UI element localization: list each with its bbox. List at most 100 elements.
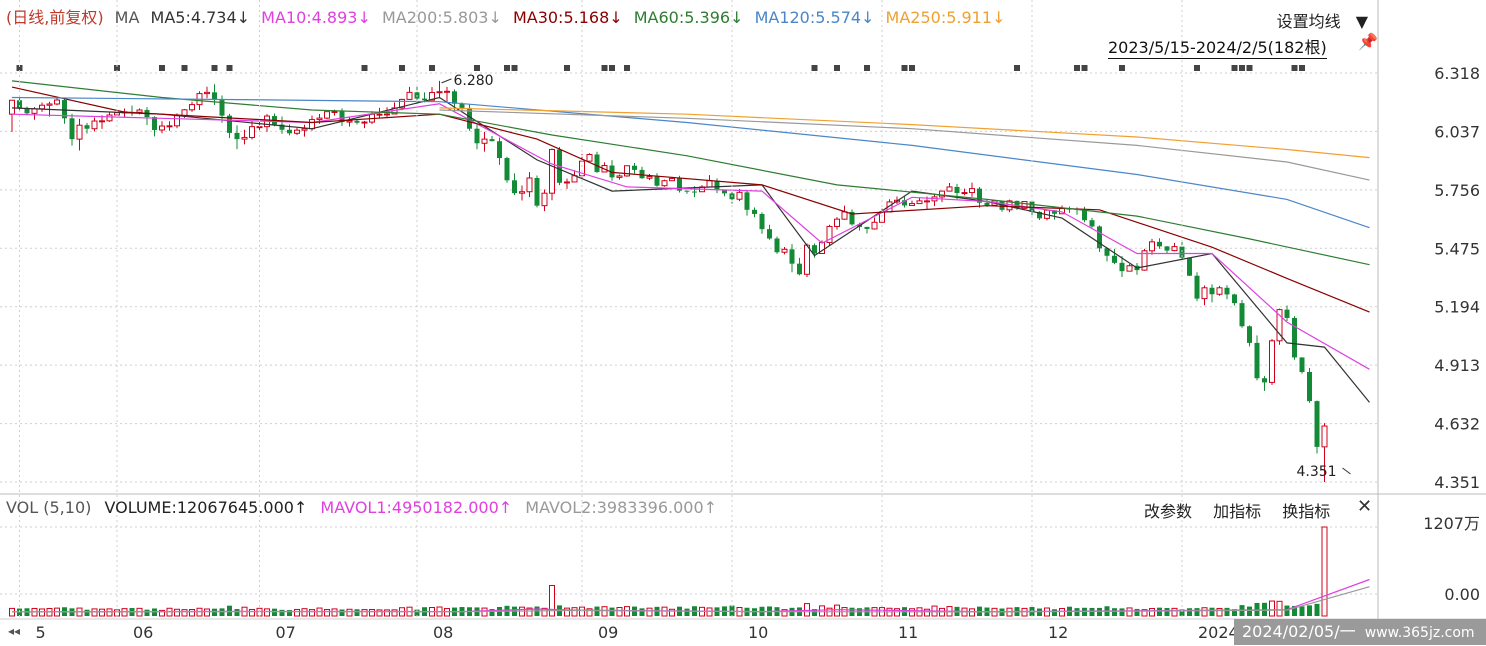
candle-body [1014, 200, 1020, 209]
volume-bar [1276, 600, 1283, 617]
volume-bar [601, 606, 608, 617]
candle-body [166, 125, 173, 128]
volume-bar [804, 603, 810, 617]
candle-body [309, 119, 315, 130]
event-marker [1246, 65, 1253, 71]
volume-bar [272, 608, 277, 616]
candle-body [722, 190, 727, 194]
candle-body [639, 169, 645, 179]
volume-tick-label: 1207万 [1423, 514, 1480, 533]
candle-body [204, 91, 210, 95]
close-icon[interactable]: ✕ [1357, 496, 1373, 517]
change-params-button[interactable]: 改参数 [1144, 502, 1193, 521]
candle-body [339, 111, 345, 123]
event-marker [159, 65, 165, 71]
candle-body [1254, 342, 1260, 379]
candle-body [616, 175, 623, 178]
candle-body [752, 209, 757, 214]
settings-ma-dropdown[interactable]: 设置均线 ▼ [1277, 8, 1368, 32]
event-marker [429, 65, 435, 71]
candle-body [1119, 262, 1125, 272]
volume-bar [1179, 609, 1185, 616]
settings-ma-label: 设置均线 [1276, 12, 1341, 31]
event-marker [609, 65, 615, 71]
volume-bar [1187, 608, 1192, 616]
candles[interactable] [9, 80, 1328, 482]
volume-bar [706, 607, 713, 617]
price-tick-label: 5.756 [1434, 181, 1480, 200]
candle-body [1314, 401, 1320, 447]
volume-bar [1201, 607, 1208, 617]
low-label: 4.351 [1297, 464, 1337, 480]
volume-bar [489, 609, 495, 616]
price-tick-label: 4.632 [1434, 415, 1480, 434]
indicator-tools: 改参数 加指标 换指标 [1144, 498, 1346, 522]
volume-bar [174, 608, 180, 617]
pin-icon[interactable]: 📌 [1358, 32, 1378, 51]
volume-bar [1134, 608, 1140, 616]
low-arrow [1342, 467, 1351, 475]
event-marker [1074, 65, 1080, 71]
event-marker [504, 65, 510, 71]
volume-bar [586, 608, 593, 617]
candle-body [534, 178, 540, 206]
ma-line-ma250 [439, 107, 1370, 159]
candle-body [549, 149, 555, 194]
event-marker [811, 65, 818, 71]
event-marker [511, 65, 518, 71]
candle-body [481, 138, 488, 144]
candle-body [624, 165, 630, 177]
volume-bar [834, 604, 840, 617]
candle-body [219, 100, 225, 116]
event-marker [564, 65, 570, 71]
candle-body [969, 188, 975, 194]
ma30-value: MA30:5.168↓ [512, 8, 623, 27]
volume-bar [1037, 608, 1042, 616]
candle-body [984, 202, 990, 206]
volume-bar [106, 608, 113, 617]
price-tick-label: 6.037 [1434, 122, 1480, 141]
event-marker [211, 65, 218, 71]
event-marker [834, 65, 840, 71]
candle-body [954, 186, 960, 193]
candle-body [331, 110, 338, 113]
event-marker [114, 65, 120, 71]
candle-body [1157, 241, 1162, 247]
volume-bars[interactable] [9, 526, 1328, 617]
date-range-label[interactable]: 2023/5/15-2024/2/5(182根) [1108, 34, 1327, 59]
volume-bar [99, 608, 105, 617]
volume-bar [1232, 609, 1237, 616]
candle-body [1194, 275, 1200, 299]
time-tick-label: 09 [598, 623, 618, 642]
volume-bar [1247, 606, 1252, 616]
add-indicator-button[interactable]: 加指标 [1213, 502, 1262, 521]
candle-body [1247, 326, 1252, 343]
time-tick-label: 12 [1048, 623, 1068, 642]
switch-indicator-button[interactable]: 换指标 [1282, 502, 1331, 521]
scroll-left-icon[interactable]: ◂◂ [8, 624, 21, 638]
candle-body [564, 181, 570, 184]
date-watermark: 2024/02/05/一 www.365jz.com [1234, 619, 1486, 645]
time-axis: 5 06 07 08 09 10 11 12 2024 [19, 0, 1239, 642]
candle-body [826, 225, 833, 243]
volume-bar [144, 609, 150, 616]
volume-legend: VOL (5,10) VOLUME:12067645.000↑ MAVOL1:4… [6, 498, 725, 517]
volume-bar [414, 609, 420, 616]
event-marker [1239, 65, 1245, 71]
candle-body [1262, 378, 1267, 383]
volume-bar [339, 609, 345, 616]
volume-bar [639, 608, 645, 616]
candle-body [692, 191, 697, 193]
candle-body [1149, 241, 1155, 252]
volume-bar [204, 608, 210, 617]
ma10-value: MA10:4.893↓ [261, 8, 371, 27]
mavol-line-mavol2 [11, 586, 1370, 613]
candle-body [136, 109, 143, 113]
volume-bar [1119, 608, 1125, 616]
candle-body [69, 118, 75, 140]
candle-body [384, 113, 390, 116]
volume-bar [212, 608, 217, 616]
time-tick-label: 06 [133, 623, 153, 642]
candle-body [1179, 246, 1185, 258]
